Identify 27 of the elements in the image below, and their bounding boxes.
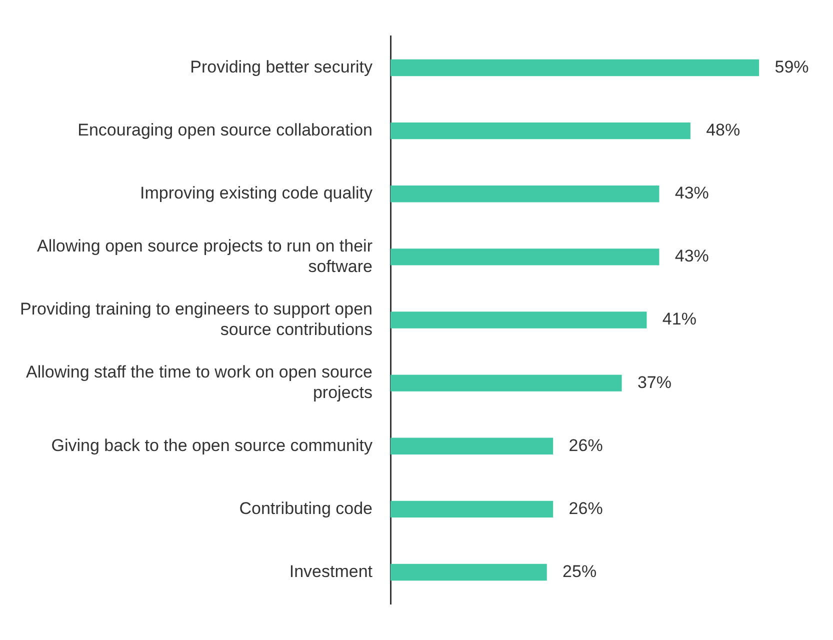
data-label: 41% — [662, 310, 696, 329]
data-label: 25% — [562, 562, 597, 581]
bar — [390, 59, 760, 76]
y-tick-label: Improving existing code quality — [140, 184, 373, 203]
bar — [390, 248, 660, 266]
y-tick-label: Encouraging open source collaboration — [78, 120, 372, 140]
y-tick-label: Allowing open source projects to run on their software — [37, 236, 373, 276]
bar — [390, 564, 547, 581]
bar — [390, 438, 554, 454]
y-tick-label: Providing better security — [190, 57, 373, 76]
y-tick-label: Allowing staff the time to work on open source projects — [26, 362, 372, 402]
y-tick-label: Giving back to the open source community — [51, 436, 373, 455]
bar — [390, 312, 647, 328]
data-label: 59% — [774, 57, 809, 76]
data-label: 43% — [674, 184, 709, 203]
data-label: 26% — [568, 498, 603, 518]
bar — [390, 186, 660, 202]
data-label: 43% — [674, 246, 709, 266]
bar — [390, 122, 690, 140]
y-tick-label: Investment — [289, 562, 373, 581]
y-tick-label: Contributing code — [239, 498, 372, 518]
data-label: 48% — [706, 120, 740, 140]
bar — [390, 500, 554, 518]
y-tick-label: Providing training to engineers to support open source contributions — [20, 299, 372, 339]
data-label: 26% — [568, 436, 603, 455]
data-label: 37% — [637, 372, 672, 392]
bar — [390, 374, 622, 392]
